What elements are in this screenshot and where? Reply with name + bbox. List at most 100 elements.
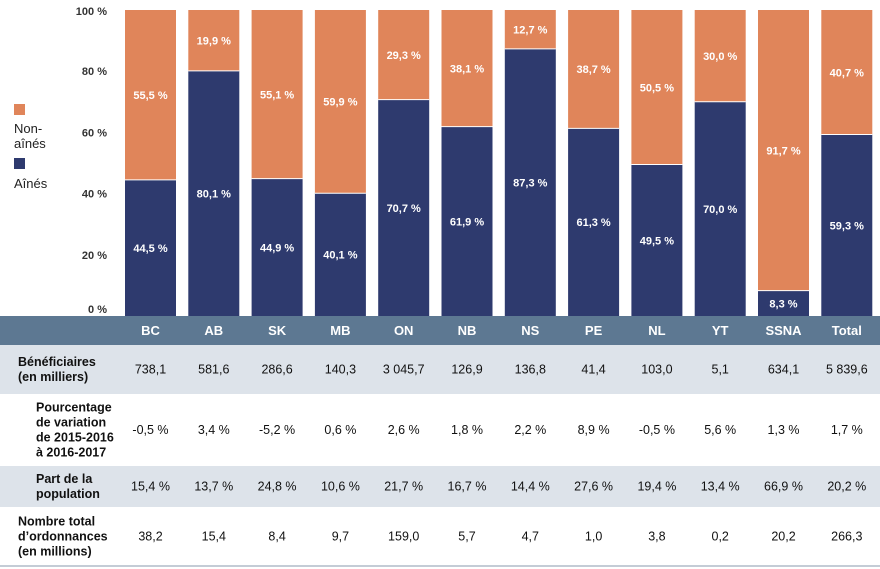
bar-non-aines-pe	[568, 10, 620, 129]
table-cell: 66,9 %	[764, 480, 803, 494]
column-header: SSNA	[765, 323, 802, 338]
column-header: MB	[330, 323, 350, 338]
table-cell: 3 045,7	[383, 363, 425, 377]
row-label: Pourcentage	[36, 401, 112, 415]
table-cell: 1,8 %	[451, 423, 483, 437]
data-label-non-aines: 50,5 %	[640, 82, 674, 94]
table-cell: 3,8	[648, 530, 665, 544]
table-cell: 2,6 %	[388, 423, 420, 437]
data-table: BC AB SK MB ON NB NS PE NL YT SSNA Total Bénéficiair…	[0, 316, 880, 567]
data-label-non-aines: 38,7 %	[576, 64, 610, 76]
data-label-non-aines: 29,3 %	[387, 50, 421, 62]
data-label-aines: 70,0 %	[703, 204, 737, 216]
row-label: à 2016-2017	[36, 446, 106, 460]
bar-aines-yt	[694, 101, 746, 316]
bar-non-aines-nb	[441, 10, 493, 127]
data-label-aines: 87,3 %	[513, 177, 547, 189]
row-label: d’ordonnances	[18, 530, 108, 544]
table-cell: 16,7 %	[448, 480, 487, 494]
bar-aines-ab	[188, 70, 240, 316]
column-header: Total	[832, 323, 862, 338]
bar-aines-pe	[568, 128, 620, 316]
table-cell: 15,4	[202, 530, 226, 544]
bar-aines-ssna	[758, 290, 809, 316]
table-cell: 14,4 %	[511, 480, 550, 494]
bar-aines-mb	[314, 193, 366, 316]
data-label-aines: 49,5 %	[640, 235, 674, 247]
column-header: NB	[458, 323, 477, 338]
row-label: Part de la	[36, 472, 93, 486]
data-label-non-aines: 30,0 %	[703, 51, 737, 63]
row-label: Bénéficiaires	[18, 355, 96, 369]
table-cell: 140,3	[325, 363, 356, 377]
bar-non-aines-yt	[694, 10, 746, 102]
table-cell: 3,4 %	[198, 423, 230, 437]
column-header: AB	[204, 323, 223, 338]
bar-non-aines-nl	[631, 10, 683, 165]
row-label: Nombre total	[18, 515, 95, 529]
row-label: (en milliers)	[18, 370, 88, 384]
data-label-aines: 44,9 %	[260, 242, 294, 254]
table-cell: 20,2 %	[827, 480, 866, 494]
bar-non-aines-sk	[251, 10, 303, 179]
bar-aines-bc	[125, 179, 176, 316]
table-cell: 8,9 %	[578, 423, 610, 437]
column-header: BC	[141, 323, 160, 338]
bar-aines-on	[378, 99, 430, 317]
table-cell: 15,4 %	[131, 480, 170, 494]
data-label-non-aines: 55,5 %	[133, 90, 167, 102]
column-header: PE	[585, 323, 603, 338]
table-cell: -0,5 %	[639, 423, 675, 437]
table-header-row	[0, 316, 880, 345]
table-cell: 266,3	[831, 530, 862, 544]
column-header: SK	[268, 323, 287, 338]
table-cell: 1,3 %	[768, 423, 800, 437]
data-label-aines: 8,3 %	[769, 298, 797, 310]
table-cell: -0,5 %	[132, 423, 168, 437]
bar-aines-nl	[631, 164, 683, 316]
table-cell: 5,1	[712, 363, 729, 377]
table-cell: 27,6 %	[574, 480, 613, 494]
bar-non-aines-ssna	[758, 10, 809, 291]
table-cell: 13,7 %	[194, 480, 233, 494]
table-cell: 159,0	[388, 530, 419, 544]
table-cell: 103,0	[641, 363, 672, 377]
data-label-non-aines: 40,7 %	[830, 67, 864, 79]
data-label-aines: 61,9 %	[450, 216, 484, 228]
y-tick-label: 80 %	[82, 66, 107, 78]
bar-aines-sk	[251, 178, 303, 316]
data-label-non-aines: 12,7 %	[513, 24, 547, 36]
data-label-aines: 61,3 %	[576, 217, 610, 229]
row-label: de 2015-2016	[36, 431, 114, 445]
bar-non-aines-total	[821, 10, 873, 135]
y-tick-label: 20 %	[82, 250, 107, 262]
table-cell: 8,4	[268, 530, 285, 544]
bars: 44,5 % 55,5 % 80,1 % 19,9 % 44,9 % 55,1 % 40,1…	[125, 10, 873, 317]
data-label-aines: 80,1 %	[197, 188, 231, 200]
y-tick-label: 100 %	[76, 6, 107, 18]
table-cell: 5 839,6	[826, 363, 868, 377]
table-cell: 136,8	[515, 363, 546, 377]
table-cell: 2,2 %	[514, 423, 546, 437]
table-cell: 1,7 %	[831, 423, 863, 437]
y-tick-label: 60 %	[82, 127, 107, 139]
table-cell: 24,8 %	[258, 480, 297, 494]
bar-aines-ns	[504, 48, 556, 316]
table-cell: -5,2 %	[259, 423, 295, 437]
table-cell: 10,6 %	[321, 480, 360, 494]
table-cell: 38,2	[138, 530, 162, 544]
data-label-aines: 59,3 %	[830, 220, 864, 232]
table-cell: 581,6	[198, 363, 229, 377]
table-row-stripe	[0, 345, 880, 394]
table-cell: 20,2	[771, 530, 795, 544]
table-cell: 4,7	[522, 530, 539, 544]
table-cell: 5,6 %	[704, 423, 736, 437]
table-cell: 738,1	[135, 363, 166, 377]
bar-non-aines-ab	[188, 10, 240, 71]
table-cell: 0,6 %	[324, 423, 356, 437]
table-cell: 9,7	[332, 530, 349, 544]
row-label: de variation	[36, 416, 106, 430]
table-cell: 634,1	[768, 363, 799, 377]
